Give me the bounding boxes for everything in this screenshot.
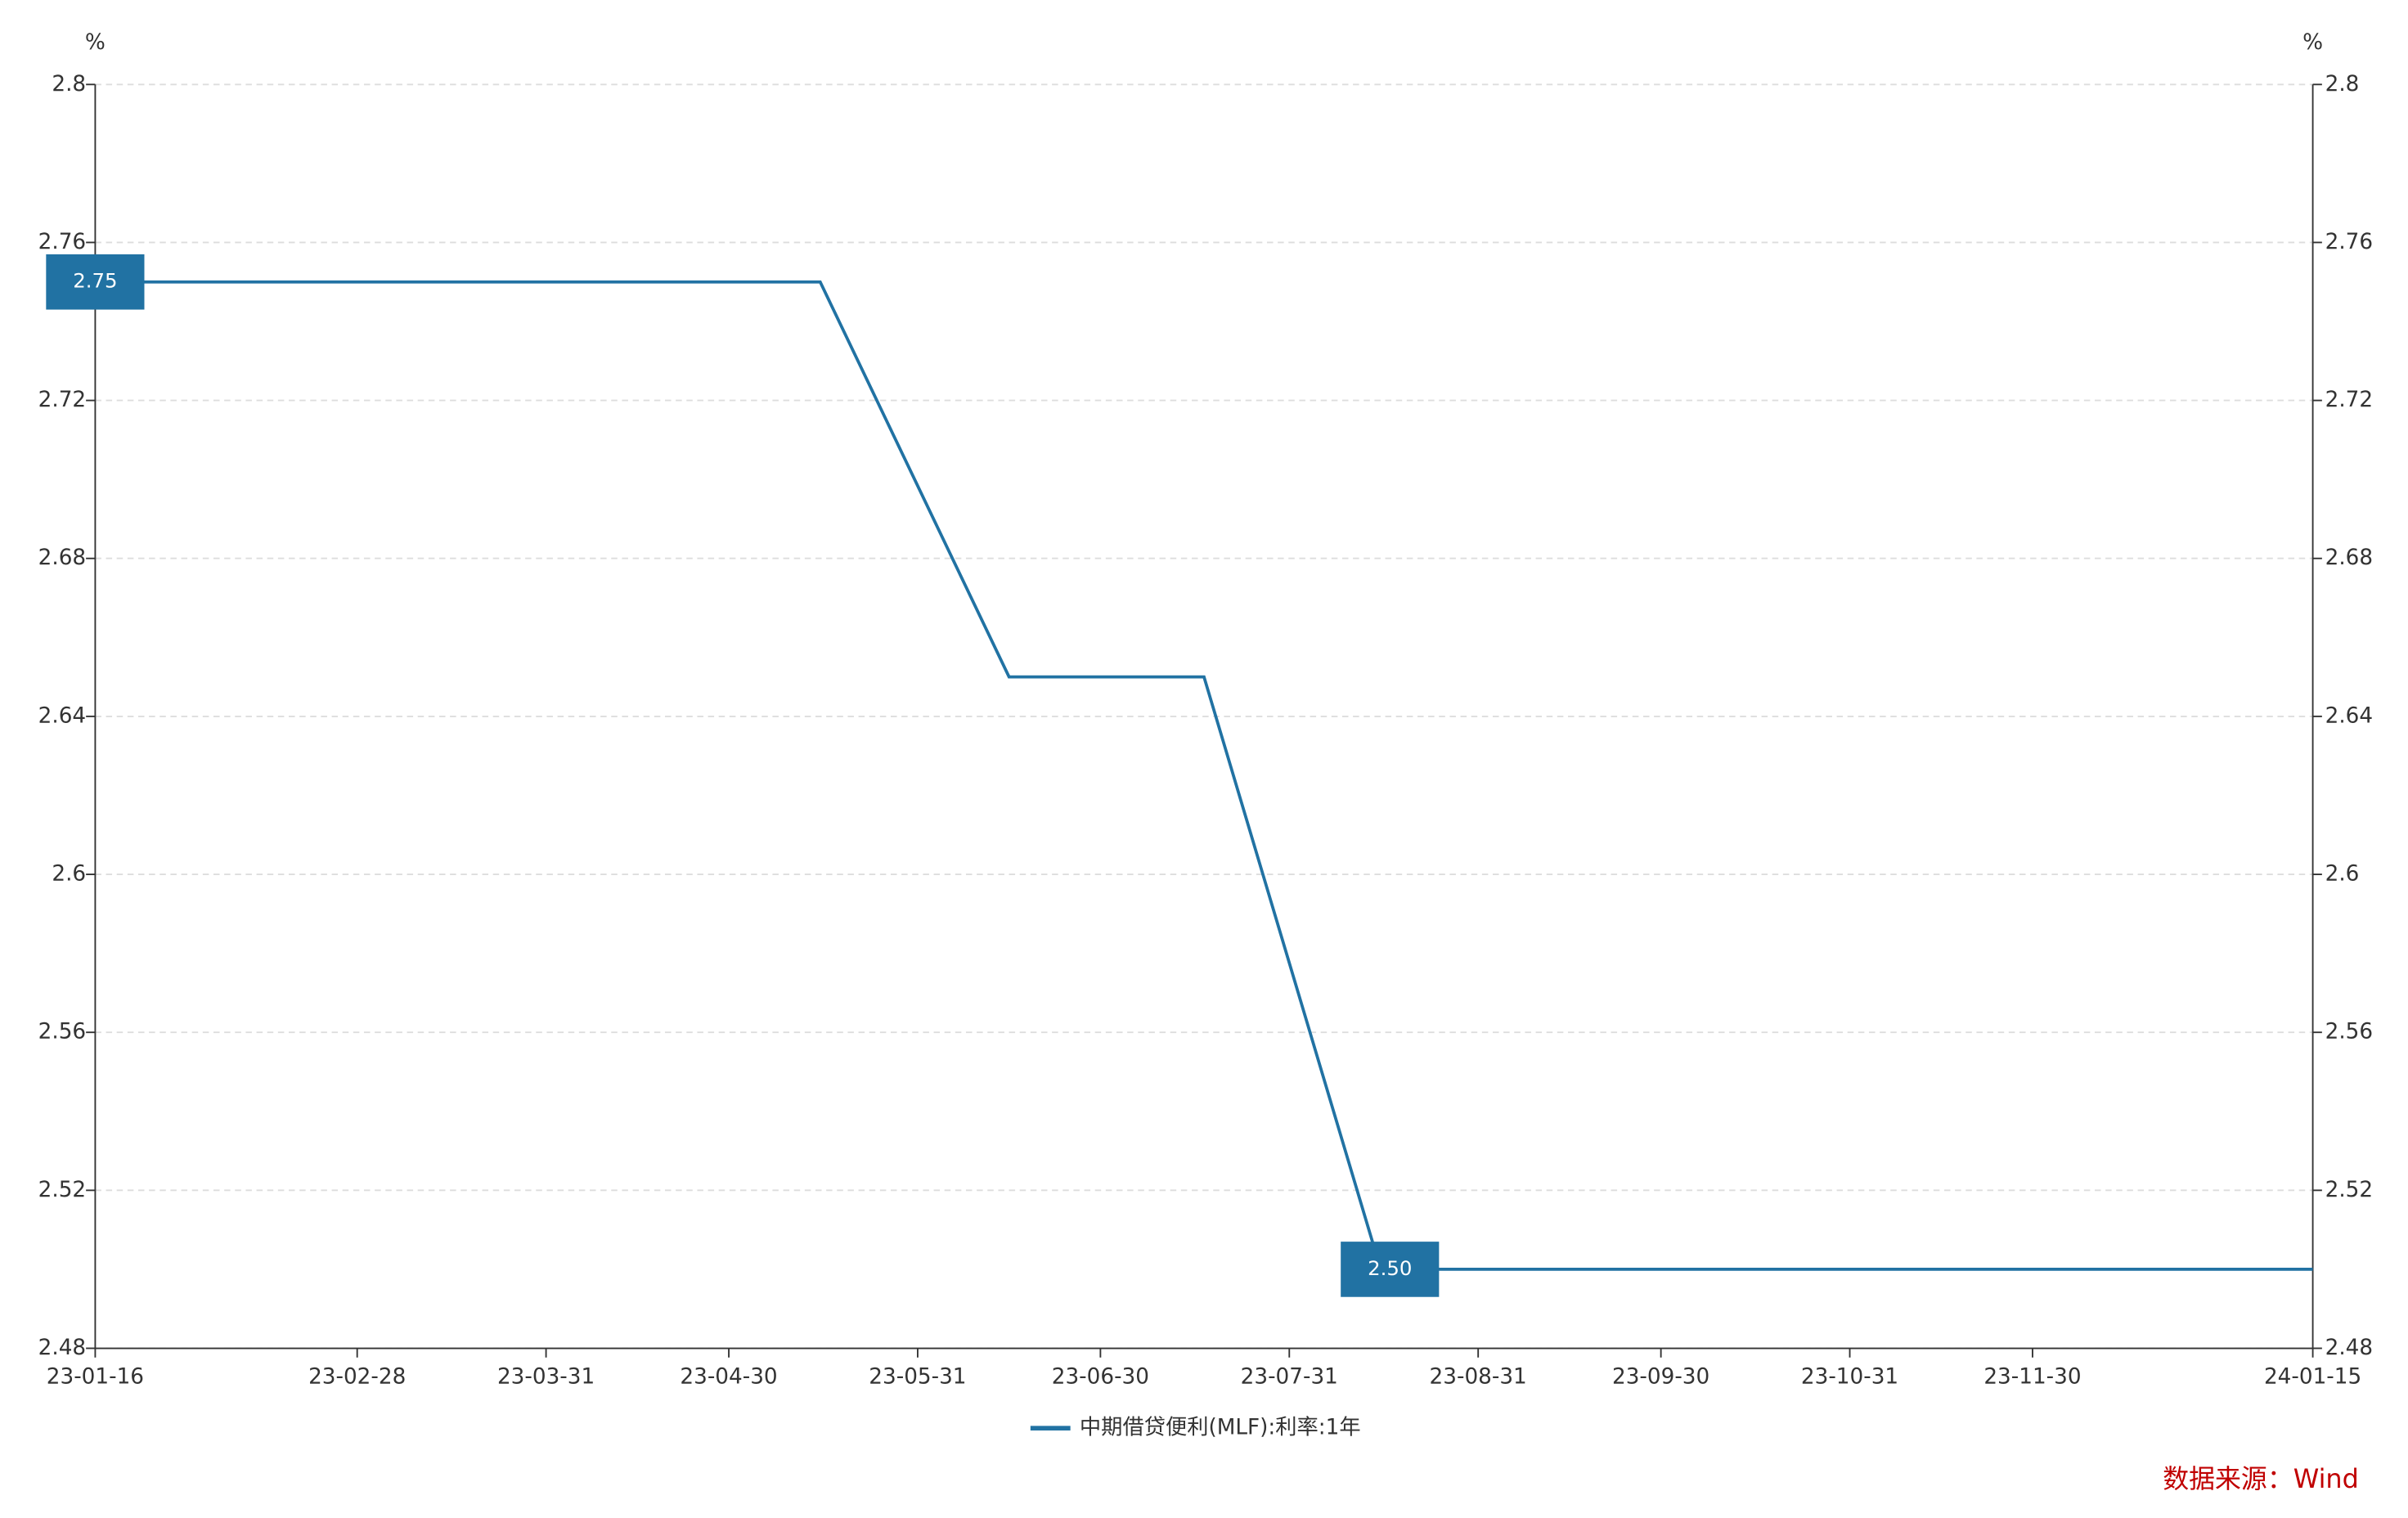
y2-tick-label: 2.72 bbox=[2325, 388, 2373, 412]
y-tick-label: 2.8 bbox=[52, 72, 86, 97]
value-label-box bbox=[46, 254, 145, 310]
y-tick-label: 2.52 bbox=[38, 1178, 86, 1202]
x-tick-label: 23-05-31 bbox=[869, 1365, 966, 1390]
x-tick-label: 23-07-31 bbox=[1241, 1365, 1338, 1390]
y2-tick-label: 2.76 bbox=[2325, 230, 2373, 254]
value-label-text: 2.75 bbox=[73, 269, 117, 293]
x-tick-label: 23-09-30 bbox=[1612, 1365, 1709, 1390]
x-tick-label: 23-11-30 bbox=[1983, 1365, 2081, 1390]
y2-tick-label: 2.64 bbox=[2325, 703, 2373, 728]
value-label-text: 2.50 bbox=[1368, 1256, 1412, 1280]
x-tick-label: 23-10-31 bbox=[1801, 1365, 1898, 1390]
value-label: 2.75 bbox=[46, 254, 145, 310]
x-tick-label: 23-06-30 bbox=[1052, 1365, 1149, 1390]
y-tick-label: 2.68 bbox=[38, 546, 86, 570]
y-unit: % bbox=[85, 30, 106, 55]
x-tick-label: 24-01-15 bbox=[2264, 1365, 2361, 1390]
x-tick-label: 23-08-31 bbox=[1430, 1365, 1527, 1390]
x-tick-label: 23-02-28 bbox=[308, 1365, 406, 1390]
x-tick-label: 23-01-16 bbox=[47, 1365, 144, 1390]
legend-item: 中期借贷便利(MLF):利率:1年 bbox=[1030, 1416, 1361, 1440]
y2-tick-label: 2.6 bbox=[2325, 862, 2360, 887]
x-tick-label: 23-04-30 bbox=[680, 1365, 777, 1390]
y-tick-label: 2.48 bbox=[38, 1336, 86, 1360]
y-tick-label: 2.72 bbox=[38, 388, 86, 412]
y2-tick-label: 2.52 bbox=[2325, 1178, 2373, 1202]
y-tick-label: 2.56 bbox=[38, 1020, 86, 1044]
y2-tick-label: 2.48 bbox=[2325, 1336, 2373, 1360]
data-line bbox=[95, 280, 2313, 1271]
source-note: 数据来源：Wind bbox=[2163, 1463, 2359, 1494]
y2-unit: % bbox=[2302, 30, 2323, 55]
y-tick-label: 2.6 bbox=[52, 862, 86, 887]
y2-tick-label: 2.68 bbox=[2325, 546, 2373, 570]
value-label-box bbox=[1341, 1242, 1440, 1297]
value-label: 2.50 bbox=[1341, 1242, 1440, 1297]
y2-tick-label: 2.56 bbox=[2325, 1020, 2373, 1044]
legend-label: 中期借贷便利(MLF):利率:1年 bbox=[1080, 1416, 1361, 1440]
y-tick-label: 2.64 bbox=[38, 703, 86, 728]
y2-tick-label: 2.8 bbox=[2325, 72, 2360, 97]
x-tick-label: 23-03-31 bbox=[497, 1365, 595, 1390]
y-tick-label: 2.76 bbox=[38, 230, 86, 254]
